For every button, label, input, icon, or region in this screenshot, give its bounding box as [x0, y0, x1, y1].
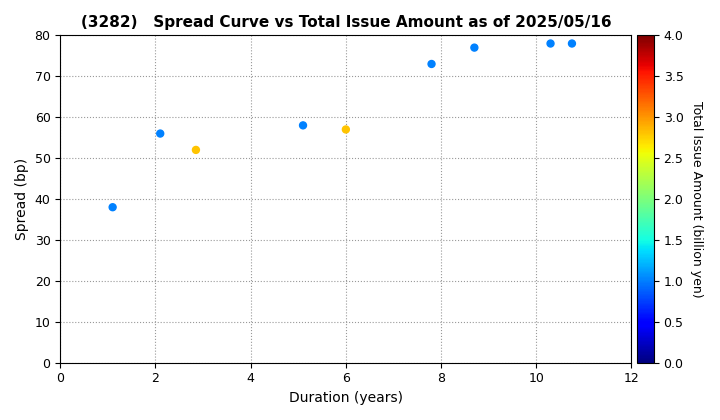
- Point: [469, 44, 480, 51]
- Point: [297, 122, 309, 129]
- Point: [190, 147, 202, 153]
- Point: [545, 40, 557, 47]
- Point: [155, 130, 166, 137]
- Y-axis label: Total Issue Amount (billion yen): Total Issue Amount (billion yen): [690, 101, 703, 297]
- Point: [340, 126, 351, 133]
- Point: [107, 204, 118, 210]
- X-axis label: Duration (years): Duration (years): [289, 391, 403, 405]
- Point: [426, 60, 437, 67]
- Point: [566, 40, 577, 47]
- Title: (3282)   Spread Curve vs Total Issue Amount as of 2025/05/16: (3282) Spread Curve vs Total Issue Amoun…: [81, 15, 611, 30]
- Y-axis label: Spread (bp): Spread (bp): [15, 158, 29, 240]
